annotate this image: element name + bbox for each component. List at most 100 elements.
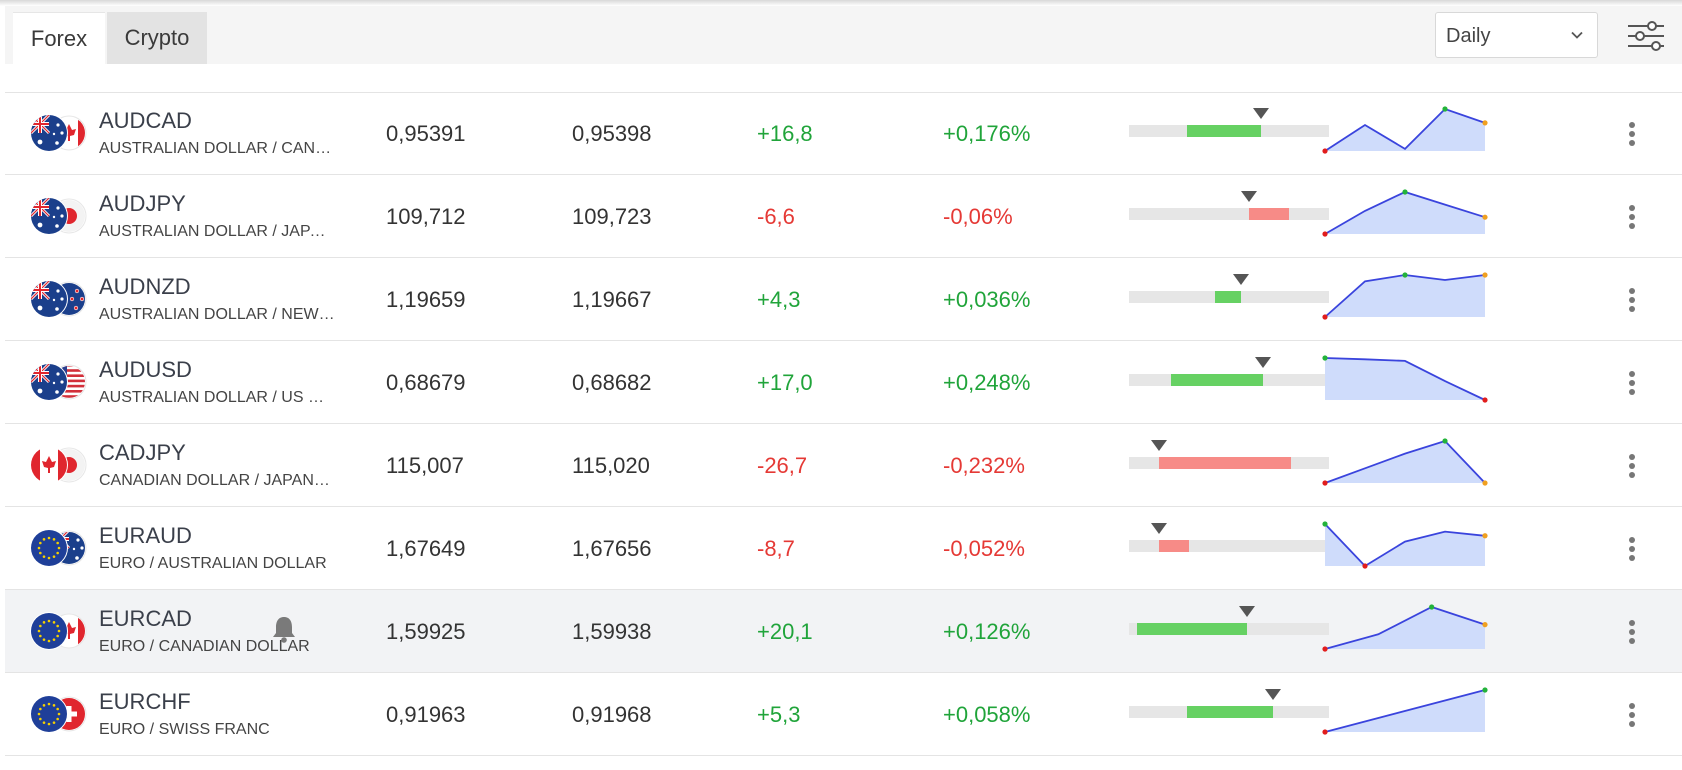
change-pips: -6,6 xyxy=(757,204,795,229)
sparkline-high-point xyxy=(1442,106,1448,112)
sparkline-chart xyxy=(1322,355,1488,403)
table-header-spacer xyxy=(5,64,1682,93)
ask-price: 0,95398 xyxy=(572,121,652,146)
sparkline-low-point xyxy=(1322,231,1328,237)
change-pips: +5,3 xyxy=(757,702,801,727)
more-vertical-icon[interactable] xyxy=(1626,532,1638,566)
more-vertical-icon[interactable] xyxy=(1626,283,1638,317)
instrument-row[interactable]: AUDNZD AUSTRALIAN DOLLAR / NEW Z... 1,19… xyxy=(5,258,1682,341)
sparkline-high-point xyxy=(1429,604,1435,610)
change-percent: -0,232% xyxy=(943,453,1025,478)
sparkline-line xyxy=(1324,107,1486,152)
tab-forex[interactable]: Forex xyxy=(13,12,105,65)
currency-pair-flags xyxy=(30,280,87,318)
change-percent: +0,058% xyxy=(943,702,1031,727)
range-fill xyxy=(1159,457,1291,469)
instrument-name: AUSTRALIAN DOLLAR / US DOL... xyxy=(99,389,335,406)
range-marker xyxy=(1151,523,1167,534)
instrument-symbol: AUDUSD xyxy=(99,357,192,382)
range-fill xyxy=(1187,706,1273,718)
instrument-name: CANADIAN DOLLAR / JAPANES... xyxy=(99,472,335,489)
instrument-row[interactable]: AUDUSD AUSTRALIAN DOLLAR / US DOL... 0,6… xyxy=(5,341,1682,424)
range-marker xyxy=(1151,440,1167,451)
range-fill xyxy=(1159,540,1189,552)
sparkline-area xyxy=(1325,109,1485,151)
bid-price: 0,91963 xyxy=(386,702,466,727)
tab-crypto[interactable]: Crypto xyxy=(107,12,207,64)
sparkline-line xyxy=(1324,523,1486,568)
sliders-icon[interactable] xyxy=(1626,16,1666,56)
sparkline-chart xyxy=(1322,189,1488,237)
sparkline-last-point xyxy=(1482,533,1488,539)
instrument-name: AUSTRALIAN DOLLAR / CANAD... xyxy=(99,140,335,157)
change-pips: +17,0 xyxy=(757,370,813,395)
sparkline-last-point xyxy=(1482,214,1488,220)
instrument-symbol: EURCAD xyxy=(99,606,192,631)
instrument-row[interactable]: AUDCAD AUSTRALIAN DOLLAR / CANAD... 0,95… xyxy=(5,92,1682,175)
instrument-symbol: CADJPY xyxy=(99,440,186,465)
more-vertical-icon[interactable] xyxy=(1626,117,1638,151)
instrument-row[interactable]: EURCAD EURO / CANADIAN DOLLAR 1,59925 1,… xyxy=(5,590,1682,673)
range-marker xyxy=(1265,689,1281,700)
change-pips: +16,8 xyxy=(757,121,813,146)
more-vertical-icon[interactable] xyxy=(1626,200,1638,234)
more-vertical-icon[interactable] xyxy=(1626,698,1638,732)
change-percent: +0,176% xyxy=(943,121,1031,146)
sparkline-last-point xyxy=(1482,622,1488,628)
bid-price: 1,19659 xyxy=(386,287,466,312)
instrument-row[interactable]: EURAUD EURO / AUSTRALIAN DOLLAR 1,67649 … xyxy=(5,507,1682,590)
flag-au-icon xyxy=(31,115,67,151)
instrument-row[interactable]: CADJPY CANADIAN DOLLAR / JAPANES... 115,… xyxy=(5,424,1682,507)
sparkline-low-point xyxy=(1322,480,1328,486)
sparkline-low-point xyxy=(1322,729,1328,735)
sparkline-area xyxy=(1325,524,1485,566)
change-percent: +0,126% xyxy=(943,619,1031,644)
sparkline-chart xyxy=(1322,438,1488,486)
market-header: Forex Crypto Daily xyxy=(5,6,1682,65)
instrument-row[interactable]: EURCHF EURO / SWISS FRANC 0,91963 0,9196… xyxy=(5,673,1682,756)
bell-icon[interactable] xyxy=(271,614,297,644)
sparkline-high-point xyxy=(1402,272,1408,278)
more-vertical-icon[interactable] xyxy=(1626,366,1638,400)
ask-price: 1,67656 xyxy=(572,536,652,561)
instrument-row[interactable]: AUDJPY AUSTRALIAN DOLLAR / JAPAN... 109,… xyxy=(5,175,1682,258)
sparkline-high-point xyxy=(1322,521,1328,527)
flag-eu-icon xyxy=(31,613,67,649)
range-fill xyxy=(1137,623,1247,635)
ask-price: 0,91968 xyxy=(572,702,652,727)
sparkline-low-point xyxy=(1322,148,1328,154)
bid-price: 1,59925 xyxy=(386,619,466,644)
period-select-value: Daily xyxy=(1446,25,1491,47)
bid-price: 115,007 xyxy=(386,453,464,478)
instrument-symbol: AUDNZD xyxy=(99,274,191,299)
instrument-symbol: EURAUD xyxy=(99,523,192,548)
range-fill xyxy=(1171,374,1263,386)
flag-au-icon xyxy=(31,364,67,400)
range-marker xyxy=(1239,606,1255,617)
bid-price: 109,712 xyxy=(386,204,466,229)
change-pips: +20,1 xyxy=(757,619,813,644)
instrument-table: AUDCAD AUSTRALIAN DOLLAR / CANAD... 0,95… xyxy=(5,92,1682,756)
sparkline-area xyxy=(1325,441,1485,483)
instrument-symbol: AUDCAD xyxy=(99,108,192,133)
range-fill xyxy=(1249,208,1289,220)
ask-price: 0,68682 xyxy=(572,370,652,395)
currency-pair-flags xyxy=(30,529,87,567)
sparkline-area xyxy=(1325,275,1485,317)
sparkline-area xyxy=(1325,192,1485,234)
sparkline-chart xyxy=(1322,687,1488,735)
change-percent: -0,06% xyxy=(943,204,1013,229)
ask-price: 115,020 xyxy=(572,453,650,478)
more-vertical-icon[interactable] xyxy=(1626,449,1638,483)
instrument-name: EURO / AUSTRALIAN DOLLAR xyxy=(99,555,327,572)
sparkline-low-point xyxy=(1362,563,1368,569)
sparkline-area xyxy=(1325,358,1485,400)
range-marker xyxy=(1255,357,1271,368)
period-select[interactable]: Daily xyxy=(1435,12,1598,58)
change-pips: +4,3 xyxy=(757,287,801,312)
instrument-symbol: AUDJPY xyxy=(99,191,186,216)
currency-pair-flags xyxy=(30,695,87,733)
more-vertical-icon[interactable] xyxy=(1626,615,1638,649)
currency-pair-flags xyxy=(30,197,87,235)
ask-price: 1,59938 xyxy=(572,619,652,644)
